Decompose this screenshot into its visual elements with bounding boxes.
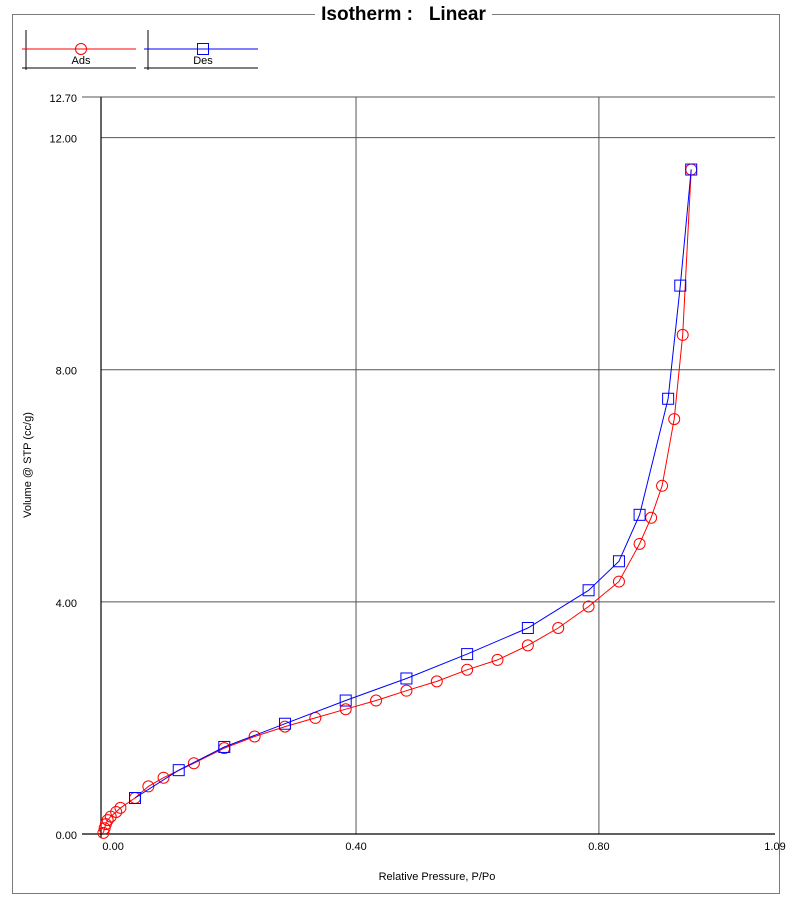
legend-marker-ads — [75, 43, 87, 55]
y-tick-label: 12.70 — [49, 93, 77, 105]
legend: Ads Des — [22, 30, 258, 70]
data-point-des — [674, 279, 687, 292]
data-point-ads — [633, 537, 646, 550]
axes — [82, 97, 775, 838]
y-tick-label: 8.00 — [56, 366, 77, 378]
tick-labels: 0.00 0.40 0.80 1.09 0.00 4.00 8.00 12.00 12.70 — [49, 93, 785, 853]
data-point-des — [172, 764, 185, 777]
x-tick-label: 1.09 — [764, 841, 785, 853]
data-point-des — [662, 392, 675, 405]
x-tick-label: 0.40 — [345, 841, 366, 853]
data-point-ads — [552, 621, 565, 634]
data-point-ads — [491, 653, 504, 666]
data-point-ads — [101, 814, 114, 827]
data-point-des — [685, 163, 698, 176]
data-point-des — [218, 740, 231, 753]
data-point-des — [129, 792, 142, 805]
series-line-ads — [102, 169, 692, 833]
data-point-des — [612, 555, 625, 568]
data-point-des — [400, 672, 413, 685]
data-point-des — [339, 694, 352, 707]
data-point-ads — [582, 600, 595, 613]
data-point-ads — [114, 801, 127, 814]
data-point-ads — [157, 771, 170, 784]
data-point-ads — [110, 805, 123, 818]
legend-label-ads: Ads — [72, 55, 91, 67]
data-point-des — [278, 717, 291, 730]
data-point-ads — [339, 703, 352, 716]
data-point-ads — [612, 575, 625, 588]
data-point-ads — [400, 684, 413, 697]
data-point-ads — [676, 328, 689, 341]
chart-title: Isotherm : Linear — [0, 4, 807, 26]
data-point-ads — [370, 694, 383, 707]
data-point-ads — [656, 479, 669, 492]
x-tick-label: 0.80 — [588, 841, 609, 853]
series-line-des — [134, 169, 692, 799]
data-point-ads — [97, 826, 110, 839]
legend-label-des: Des — [193, 55, 213, 67]
y-axis-title: Volume @ STP (cc/g) — [22, 412, 34, 518]
data-point-des — [633, 508, 646, 521]
y-tick-label: 0.00 — [56, 830, 77, 842]
x-tick-label: 0.00 — [102, 841, 123, 853]
data-point-des — [461, 648, 474, 661]
data-point-ads — [187, 757, 200, 770]
data-point-ads — [430, 675, 443, 688]
data-point-ads — [461, 663, 474, 676]
x-axis-title: Relative Pressure, P/Po — [379, 871, 496, 883]
data-point-ads — [521, 639, 534, 652]
data-point-ads — [645, 511, 658, 524]
y-tick-label: 4.00 — [56, 598, 77, 610]
data-point-des — [582, 584, 595, 597]
data-point-ads — [668, 413, 681, 426]
legend-item-ads: Ads — [22, 30, 136, 70]
data-point-ads — [248, 730, 261, 743]
legend-marker-des — [197, 43, 209, 55]
legend-item-des: Des — [144, 30, 258, 70]
data-point-des — [521, 621, 534, 634]
data-series — [97, 163, 698, 839]
y-tick-label: 12.00 — [49, 134, 77, 146]
grid-lines — [82, 96, 775, 834]
